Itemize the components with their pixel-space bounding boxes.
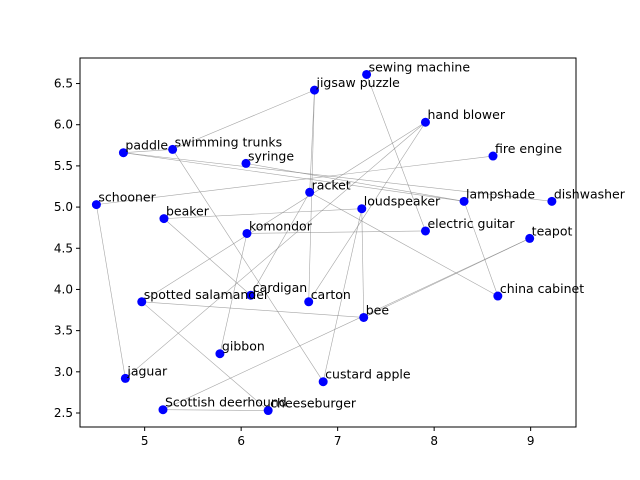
edge-schooner-to-fire-engine [96,155,494,205]
y-tick-label-4: 4.5 [54,241,73,255]
edge-hand-blower-to-jaguar [125,122,426,379]
point-label-gibbon: gibbon [222,339,265,354]
point-label-sewing-machine: sewing machine [369,59,471,74]
y-tick-label-7: 6.0 [54,118,73,132]
point-fire-engine [488,151,498,161]
point-lampshade [459,196,469,206]
point-label-beaker: beaker [166,204,210,219]
y-tick-label-2: 3.5 [54,324,73,338]
point-loudspeaker [357,204,367,214]
x-tick-label-7: 7 [334,434,342,448]
edge-hand-blower-to-carton [308,122,426,302]
point-label-schooner: schooner [98,190,156,205]
edge-hand-blower-to-spotted-salamander [141,121,426,303]
point-carton [304,297,314,307]
point-label-cheeseburger: cheeseburger [270,396,357,411]
edge-paddle-to-swimming-trunks [123,149,173,154]
point-label-paddle: paddle [125,138,168,153]
edge-teapot-to-scottish-deerhound [162,238,530,410]
x-axis: 5 6 7 8 9 [141,427,535,448]
edge-lampshade-to-china-cabinet [463,201,499,297]
point-label-cardigan: cardigan [253,280,307,295]
edge-syringe-to-lampshade [245,163,465,202]
edge-swimming-trunks-to-custard-apple [172,149,324,382]
x-tick-label-6: 6 [237,434,245,448]
point-label-carton: carton [311,287,351,302]
point-gibbon [215,349,225,359]
x-tick-label-9: 9 [527,434,535,448]
y-tick-label-1: 3.0 [54,365,73,379]
edge-spotted-salamander-to-cheeseburger [141,301,269,411]
edge-loudspeaker-to-bee [361,208,365,318]
point-label-china-cabinet: china cabinet [500,281,584,296]
point-schooner [91,200,101,210]
x-tick-label-8: 8 [430,434,438,448]
point-label-custard-apple: custard apple [325,367,411,382]
point-jaguar [120,373,130,383]
point-beaker [159,214,169,224]
point-label-jaguar: jaguar [126,363,168,378]
point-label-syringe: syringe [248,148,294,163]
point-spotted-salamander [137,297,147,307]
point-scottish-deerhound [158,405,168,415]
plot-frame [79,57,577,428]
edge-paddle-to-dishwasher [123,152,552,202]
point-china-cabinet [493,291,503,301]
point-sewing-machine [362,69,372,79]
point-label-loudspeaker: loudspeaker [364,194,441,209]
edge-loudspeaker-to-custard-apple [322,208,363,382]
point-label-teapot: teapot [532,223,573,238]
point-label-electric-guitar: electric guitar [427,216,515,231]
point-label-scottish-deerhound: Scottish deerhound [165,395,287,410]
point-cardigan [246,290,256,300]
point-label-spotted-salamander: spotted salamander [144,287,270,302]
edge-jigsaw-puzzle-to-racket [309,90,315,193]
edge-komondor-to-gibbon [219,233,248,354]
point-label-fire-engine: fire engine [495,141,562,156]
point-label-swimming-trunks: swimming trunks [175,134,283,149]
y-tick-label-3: 4.0 [54,282,73,296]
point-label-dishwasher: dishwasher [554,186,626,201]
point-komondor [242,228,252,238]
point-hand-blower [420,117,430,127]
point-label-hand-blower: hand blower [427,107,505,122]
point-label-jigsaw-puzzle: jigsaw puzzle [315,75,400,90]
point-racket [305,187,315,197]
edges-layer [96,74,552,411]
y-tick-label-6: 5.5 [54,159,73,173]
point-bee [359,312,369,322]
point-label-racket: racket [312,177,351,192]
y-tick-label-0: 2.5 [54,406,73,420]
point-label-lampshade: lampshade [466,186,535,201]
point-label-bee: bee [366,302,390,317]
edge-racket-to-cardigan [250,192,310,296]
point-cheeseburger [263,406,273,416]
point-electric-guitar [420,226,430,236]
point-custard-apple [318,377,328,387]
y-tick-label-8: 6.5 [54,77,73,91]
edge-paddle-to-lampshade [123,152,465,202]
edge-schooner-to-jaguar [96,204,126,379]
point-jigsaw-puzzle [309,85,319,95]
edge-beaker-to-loudspeaker [163,208,362,219]
edge-komondor-to-electric-guitar [246,230,426,234]
y-axis: 2.5 3.0 3.5 4.0 4.5 5.0 5.5 6.0 6.5 [54,77,80,420]
point-teapot [525,233,535,243]
points-layer [91,69,557,416]
x-tick-label-5: 5 [141,434,149,448]
point-paddle [118,148,128,158]
edge-scottish-deerhound-to-cheeseburger [162,409,269,411]
edge-sewing-machine-to-electric-guitar [366,74,426,232]
point-dishwasher [547,196,557,206]
edge-jigsaw-puzzle-to-swimming-trunks [172,89,315,150]
point-swimming-trunks [168,144,178,154]
edge-beaker-to-cardigan [163,218,252,296]
point-label-komondor: komondor [249,218,313,233]
edge-spotted-salamander-to-bee [141,301,364,318]
y-tick-label-5: 5.0 [54,200,73,214]
point-syringe [241,158,251,168]
